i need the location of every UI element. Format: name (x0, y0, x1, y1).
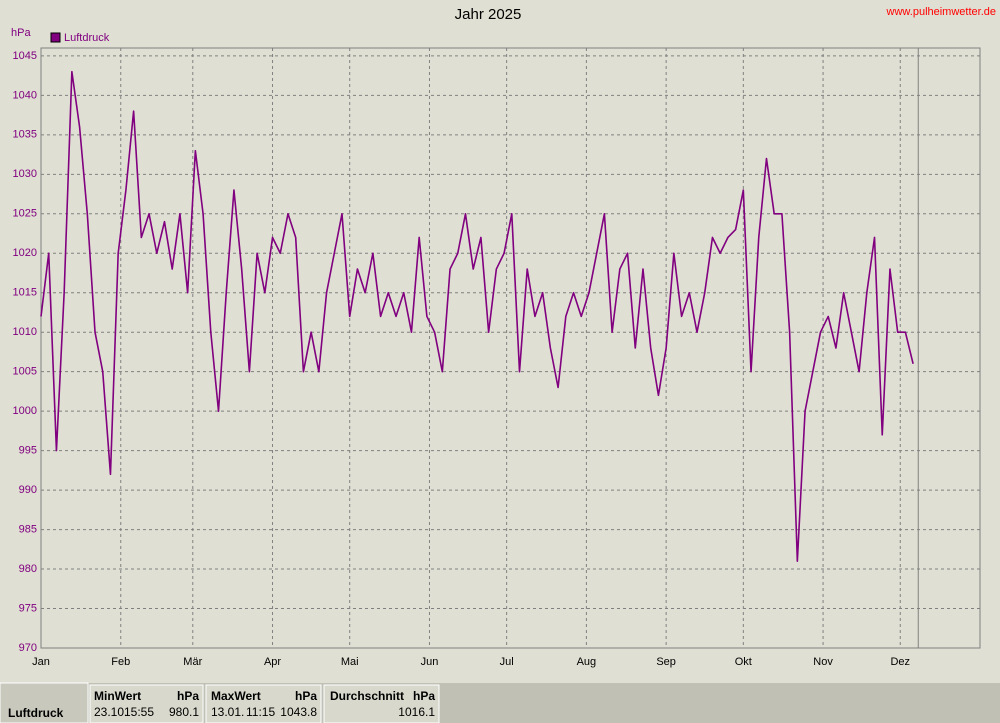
y-tick-label: 1030 (13, 168, 37, 180)
stats-unit: hPa (413, 689, 435, 703)
stats-time: 11:15 (246, 705, 275, 719)
y-tick-label: 975 (19, 602, 37, 614)
y-tick-label: 1015 (13, 287, 37, 299)
y-tick-label: 990 (19, 484, 37, 496)
x-tick-label: Apr (264, 656, 281, 668)
stats-date: 13.01. (211, 705, 244, 719)
y-tick-label: 985 (19, 523, 37, 535)
x-tick-label: Mär (183, 656, 202, 668)
stats-header: MinWert (94, 689, 141, 703)
x-tick-label: Sep (656, 656, 676, 668)
legend-swatch (50, 32, 61, 43)
stats-label: Luftdruck (8, 706, 64, 720)
stats-cell (0, 682, 89, 723)
x-tick-label: Dez (890, 656, 910, 668)
legend-label: Luftdruck (64, 32, 110, 44)
x-tick-label: Nov (813, 656, 833, 668)
x-tick-label: Mai (341, 656, 359, 668)
x-tick-label: Jul (500, 656, 514, 668)
y-tick-label: 1000 (13, 405, 37, 417)
y-tick-label: 1035 (13, 129, 37, 141)
data-line (40, 70, 914, 562)
stats-cell (323, 684, 440, 723)
y-tick-label: 1020 (13, 247, 37, 259)
y-tick-label: 1045 (13, 50, 37, 62)
y-tick-label: 980 (19, 563, 37, 575)
site-link: www.pulheimwetter.de (886, 6, 996, 18)
x-tick-label: Jan (32, 656, 50, 668)
y-tick-label: 1040 (13, 89, 37, 101)
stats-cell (89, 684, 204, 723)
stats-cell (205, 684, 322, 723)
x-tick-label: Aug (577, 656, 597, 668)
y-tick-label: 1005 (13, 366, 37, 378)
y-unit: hPa (11, 27, 31, 39)
y-tick-label: 970 (19, 642, 37, 654)
chart-title: Jahr 2025 (455, 6, 522, 23)
stats-unit: hPa (177, 689, 199, 703)
x-tick-label: Jun (421, 656, 439, 668)
y-tick-label: 995 (19, 445, 37, 457)
stats-header: Durchschnitt (330, 689, 404, 703)
stats-header: MaxWert (211, 689, 261, 703)
stats-value: 1043.8 (280, 705, 317, 719)
background (0, 0, 1000, 683)
stats-time: 15:55 (124, 705, 154, 719)
x-tick-label: Okt (735, 656, 752, 668)
stats-unit: hPa (295, 689, 317, 703)
stats-date: 23.10. (94, 705, 127, 719)
plot: 970 975 980 985 990 995 1000 1005 1010 1015 1020 10… (13, 48, 980, 668)
stats-value: 980.1 (169, 705, 199, 719)
stats-value: 1016.1 (398, 705, 435, 719)
x-tick-label: Feb (111, 656, 130, 668)
y-tick-label: 1025 (13, 208, 37, 220)
y-tick-label: 1010 (13, 326, 37, 338)
